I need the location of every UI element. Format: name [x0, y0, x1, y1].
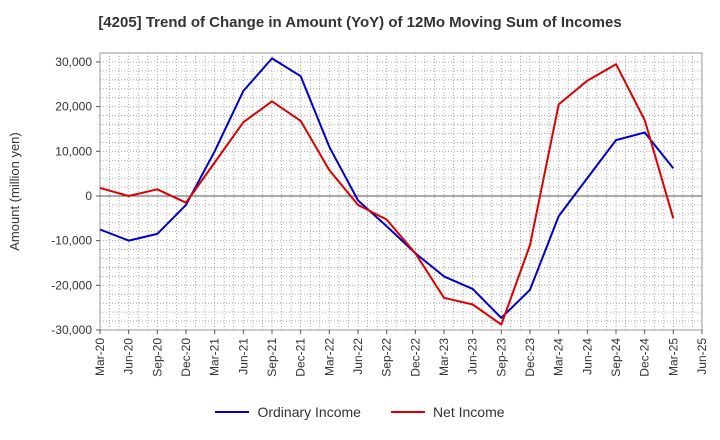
legend-label-ordinary-income: Ordinary Income [257, 404, 361, 420]
y-tick-label: -20,000 [51, 278, 92, 292]
legend: Ordinary Income Net Income [0, 404, 720, 420]
x-tick-label: Sep-21 [265, 338, 279, 377]
y-tick-label: 30,000 [55, 55, 92, 69]
plot-frame [99, 52, 703, 331]
x-tick-label: Sep-20 [150, 338, 164, 377]
x-tick-label: Dec-21 [294, 338, 308, 377]
y-tick-label: 10,000 [55, 144, 92, 158]
x-tick-label: Jun-20 [122, 338, 136, 375]
y-tick-label: -30,000 [51, 323, 92, 337]
legend-swatch-ordinary-income [215, 411, 250, 413]
y-tick-label: -10,000 [51, 234, 92, 248]
x-tick-label: Jun-25 [695, 338, 709, 375]
grid-layer [99, 52, 703, 331]
legend-swatch-net-income [390, 411, 425, 413]
x-tick-label: Jun-22 [351, 338, 365, 375]
chart-title: [4205] Trend of Change in Amount (YoY) o… [98, 14, 622, 31]
series-layer [99, 57, 675, 326]
x-tick-label: Mar-23 [437, 338, 451, 376]
axis-layer: -30,000 -20,000 -10,000 0 10,000 20,000 30,000… [51, 55, 709, 377]
x-tick-label: Sep-23 [494, 338, 508, 377]
x-tick-label: Mar-20 [93, 338, 107, 376]
y-tick-label: 0 [85, 189, 92, 203]
x-tick-label: Jun-21 [236, 338, 250, 375]
x-tick-label: Sep-22 [380, 338, 394, 377]
x-tick-label: Dec-24 [638, 338, 652, 377]
series-line-ordinary-income [99, 57, 675, 319]
x-tick-label: Mar-24 [552, 338, 566, 376]
y-axis-label: Amount (million yen) [7, 132, 22, 251]
legend-item-ordinary-income: Ordinary Income [215, 404, 361, 420]
x-tick-label: Dec-23 [523, 338, 537, 377]
series-line-net-income [99, 63, 675, 326]
x-tick-label: Mar-21 [208, 338, 222, 376]
x-tick-label: Jun-24 [580, 338, 594, 375]
x-tick-label: Sep-24 [609, 338, 623, 377]
x-tick-label: Dec-22 [408, 338, 422, 377]
label-layer: Amount (million yen) [7, 132, 22, 251]
x-tick-label: Jun-23 [466, 338, 480, 375]
legend-label-net-income: Net Income [432, 404, 505, 420]
legend-item-net-income: Net Income [390, 404, 505, 420]
y-tick-label: 20,000 [55, 100, 92, 114]
x-tick-label: Mar-25 [666, 338, 680, 376]
x-tick-label: Dec-20 [179, 338, 193, 377]
x-tick-label: Mar-22 [322, 338, 336, 376]
